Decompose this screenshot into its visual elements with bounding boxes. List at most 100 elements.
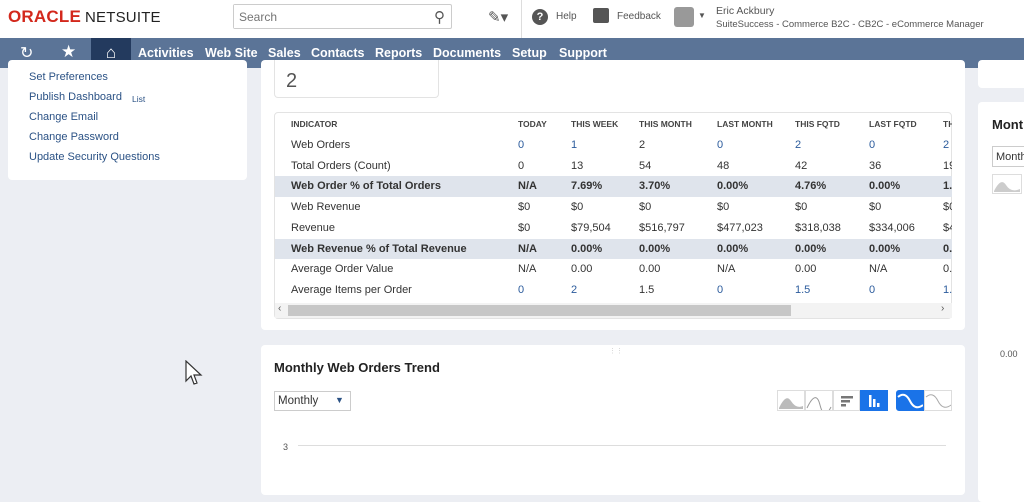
table-header-row: INDICATOR TODAY THIS WEEK THIS MONTH LAST MO… [275, 114, 952, 135]
cell-value: 0.00% [869, 242, 901, 255]
cell-value: N/A [518, 263, 537, 276]
scrollbar-thumb[interactable] [288, 305, 791, 316]
favorites-star-icon[interactable]: ★ [61, 42, 77, 61]
help-link[interactable]: Help [556, 11, 577, 22]
drag-handle-icon[interactable]: ⋮⋮ [609, 348, 623, 355]
cell-value: 0.00% [717, 242, 749, 255]
cell-value: 54 [639, 159, 652, 172]
row-label: Web Revenue [291, 201, 361, 214]
cell-value: 0.00 [639, 263, 661, 276]
kpi-table: INDICATOR TODAY THIS WEEK THIS MONTH LAST MO… [275, 113, 952, 303]
set-preferences-link[interactable]: Set Preferences [29, 71, 108, 83]
cell-value: 19 [943, 159, 952, 172]
settings-portlet: Set Preferences Publish Dashboard List C… [8, 60, 247, 180]
logo-brand: ORACLE [8, 7, 81, 26]
column-header: INDICATOR [291, 119, 338, 129]
cell-value: $334,006 [869, 221, 915, 234]
y-tick-label: 3 [283, 442, 289, 452]
cell-link[interactable]: 0 [869, 139, 876, 151]
right-period-select[interactable]: Month [992, 146, 1024, 167]
scroll-left-icon[interactable]: ‹ [278, 303, 282, 314]
gridline [298, 445, 946, 446]
change-email-link[interactable]: Change Email [29, 111, 99, 123]
right-portlet-title: Mont [992, 117, 1024, 132]
nav-documents[interactable]: Documents [433, 46, 502, 60]
cell-link[interactable]: 0 [717, 139, 724, 151]
table-row: Web Order % of Total Orders N/A 7.69% 3.70%… [275, 176, 952, 198]
change-password-link[interactable]: Change Password [29, 131, 119, 143]
netsuite-logo[interactable]: ORACLE NETSUITE [8, 7, 161, 27]
cell-link[interactable]: 2 [943, 139, 950, 151]
cell-link[interactable]: 1 [571, 139, 578, 151]
publish-dashboard-list-link[interactable]: List [132, 94, 146, 104]
smooth-line-icon[interactable] [924, 390, 952, 411]
cell-link[interactable]: 0 [518, 139, 525, 151]
right-area-chart-icon[interactable] [992, 174, 1022, 194]
scroll-right-icon[interactable]: › [941, 303, 945, 314]
logo-product: NETSUITE [84, 9, 161, 26]
period-select[interactable]: Monthly ▼ [274, 391, 351, 411]
nav-sales[interactable]: Sales [268, 46, 301, 60]
area-chart-icon[interactable] [777, 390, 805, 411]
user-menu-chevron-icon[interactable]: ▼ [698, 11, 706, 20]
cell-link[interactable]: 2 [795, 139, 802, 151]
cell-value: 1.5 [639, 283, 655, 296]
cell-value: $516,797 [639, 221, 685, 234]
user-name[interactable]: Eric Ackbury [716, 5, 775, 17]
recent-records-icon[interactable]: ↻ [20, 45, 34, 62]
cell-link[interactable]: 2 [571, 283, 578, 296]
right-portlet: Mont Month 0.00 [978, 102, 1024, 502]
cell-value: 0.00% [639, 242, 671, 255]
cell-value: 36 [869, 159, 882, 172]
table-row: Web Revenue $0 $0 $0 $0 $0 $0 $0 [275, 197, 952, 218]
row-label: Revenue [291, 221, 336, 234]
cell-link[interactable]: 1. [943, 283, 952, 296]
create-new-icon[interactable]: ✎▾ [488, 9, 509, 26]
user-avatar-icon[interactable] [674, 7, 694, 27]
right-axis-value: 0.00 [1000, 349, 1018, 359]
cell-value: 7.69% [571, 180, 603, 193]
cell-value: $318,038 [795, 221, 841, 234]
cell-value: $0 [571, 201, 584, 214]
help-icon[interactable]: ? [532, 9, 548, 25]
right-top-portlet [978, 60, 1024, 88]
column-header: TODAY [518, 119, 547, 129]
cell-link[interactable]: 0 [869, 283, 876, 296]
global-search[interactable]: ⚲ [233, 4, 452, 29]
nav-reports[interactable]: Reports [375, 46, 423, 60]
cell-value: $0 [943, 201, 952, 214]
cell-value: $4 [943, 221, 952, 234]
feedback-link[interactable]: Feedback [617, 11, 661, 22]
nav-activities[interactable]: Activities [138, 46, 194, 60]
cell-value: $477,023 [717, 221, 763, 234]
column-header: THIS MONTH [639, 119, 692, 129]
nav-support[interactable]: Support [559, 46, 607, 60]
nav-web-site[interactable]: Web Site [205, 46, 258, 60]
right-period-value: Month [996, 151, 1024, 163]
update-security-questions-link[interactable]: Update Security Questions [29, 151, 160, 163]
spline-icon[interactable] [896, 390, 924, 411]
cell-value: 0.00% [795, 242, 827, 255]
cell-value: N/A [518, 180, 537, 193]
kpi-tile: 2 [274, 60, 439, 98]
feedback-icon[interactable] [593, 8, 609, 23]
nav-contacts[interactable]: Contacts [311, 46, 365, 60]
row-label: Total Orders (Count) [291, 159, 391, 172]
search-input[interactable] [234, 5, 424, 28]
table-row: Revenue $0 $79,504 $516,797 $477,023 $318,038… [275, 218, 952, 239]
search-icon[interactable]: ⚲ [434, 9, 445, 26]
nav-setup[interactable]: Setup [512, 46, 547, 60]
cell-link[interactable]: 1.5 [795, 283, 811, 296]
user-role[interactable]: SuiteSuccess - Commerce B2C - CB2C - eCo… [716, 19, 984, 30]
bar-chart-icon[interactable] [833, 390, 860, 411]
trend-portlet: ⋮⋮ Monthly Web Orders Trend Monthly ▼ 3 [261, 345, 965, 495]
line-chart-icon[interactable] [805, 390, 833, 414]
cell-value: 0.00% [869, 180, 901, 193]
horizontal-scrollbar[interactable]: ‹ › [275, 303, 952, 318]
trend-title: Monthly Web Orders Trend [274, 360, 440, 375]
cell-link[interactable]: 0 [717, 283, 724, 296]
table-row: Web Revenue % of Total Revenue N/A 0.00% 0.… [275, 238, 952, 260]
cell-link[interactable]: 0 [518, 283, 525, 296]
publish-dashboard-link[interactable]: Publish Dashboard [29, 91, 122, 103]
column-chart-icon[interactable] [860, 390, 888, 411]
